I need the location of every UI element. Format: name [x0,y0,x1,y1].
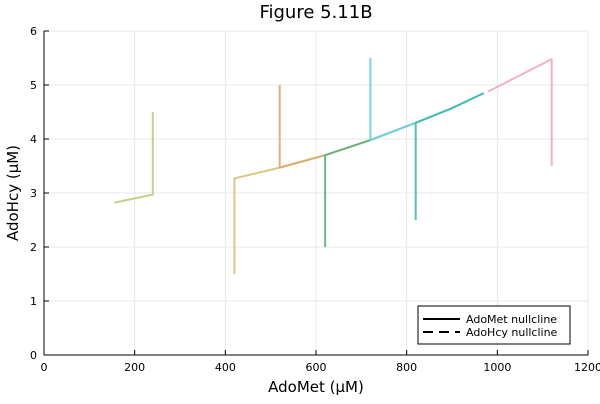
chart-title: Figure 5.11B [259,2,372,23]
x-axis-label: AdoMet (μM) [268,378,364,396]
legend-box [417,305,571,345]
y-axis-label: AdoHcy (μM) [4,145,22,241]
trajectory-line [414,92,485,220]
x-tick-label: 1200 [574,361,600,374]
y-tick-label: 5 [30,79,37,92]
x-tick-label: 800 [396,361,417,374]
axes: 0 200 400 600 800 1000 1200 0 1 2 3 4 5 6 [30,25,600,374]
x-tick-label: 200 [124,361,145,374]
trajectory-line [324,121,417,247]
legend-label: AdoHcy nullcline [466,326,558,339]
x-tick-label: 600 [306,361,327,374]
x-tick-label: 0 [41,361,48,374]
series-group [114,58,553,274]
y-tick-label: 4 [30,133,37,146]
y-tick-label: 6 [30,25,37,38]
y-tick-label: 1 [30,295,37,308]
y-tick-label: 3 [30,187,37,200]
x-tick-label: 1000 [483,361,511,374]
grid [43,30,589,356]
trajectory-line [369,58,485,142]
legend: AdoMet nullcline AdoHcy nullcline [417,305,571,345]
x-tick-label: 400 [215,361,236,374]
trajectory-line [487,58,553,166]
legend-label: AdoMet nullcline [466,313,557,326]
trajectory-line [114,112,154,204]
y-tick-label: 2 [30,241,37,254]
trajectory-line [233,154,326,274]
y-tick-label: 0 [30,349,37,362]
